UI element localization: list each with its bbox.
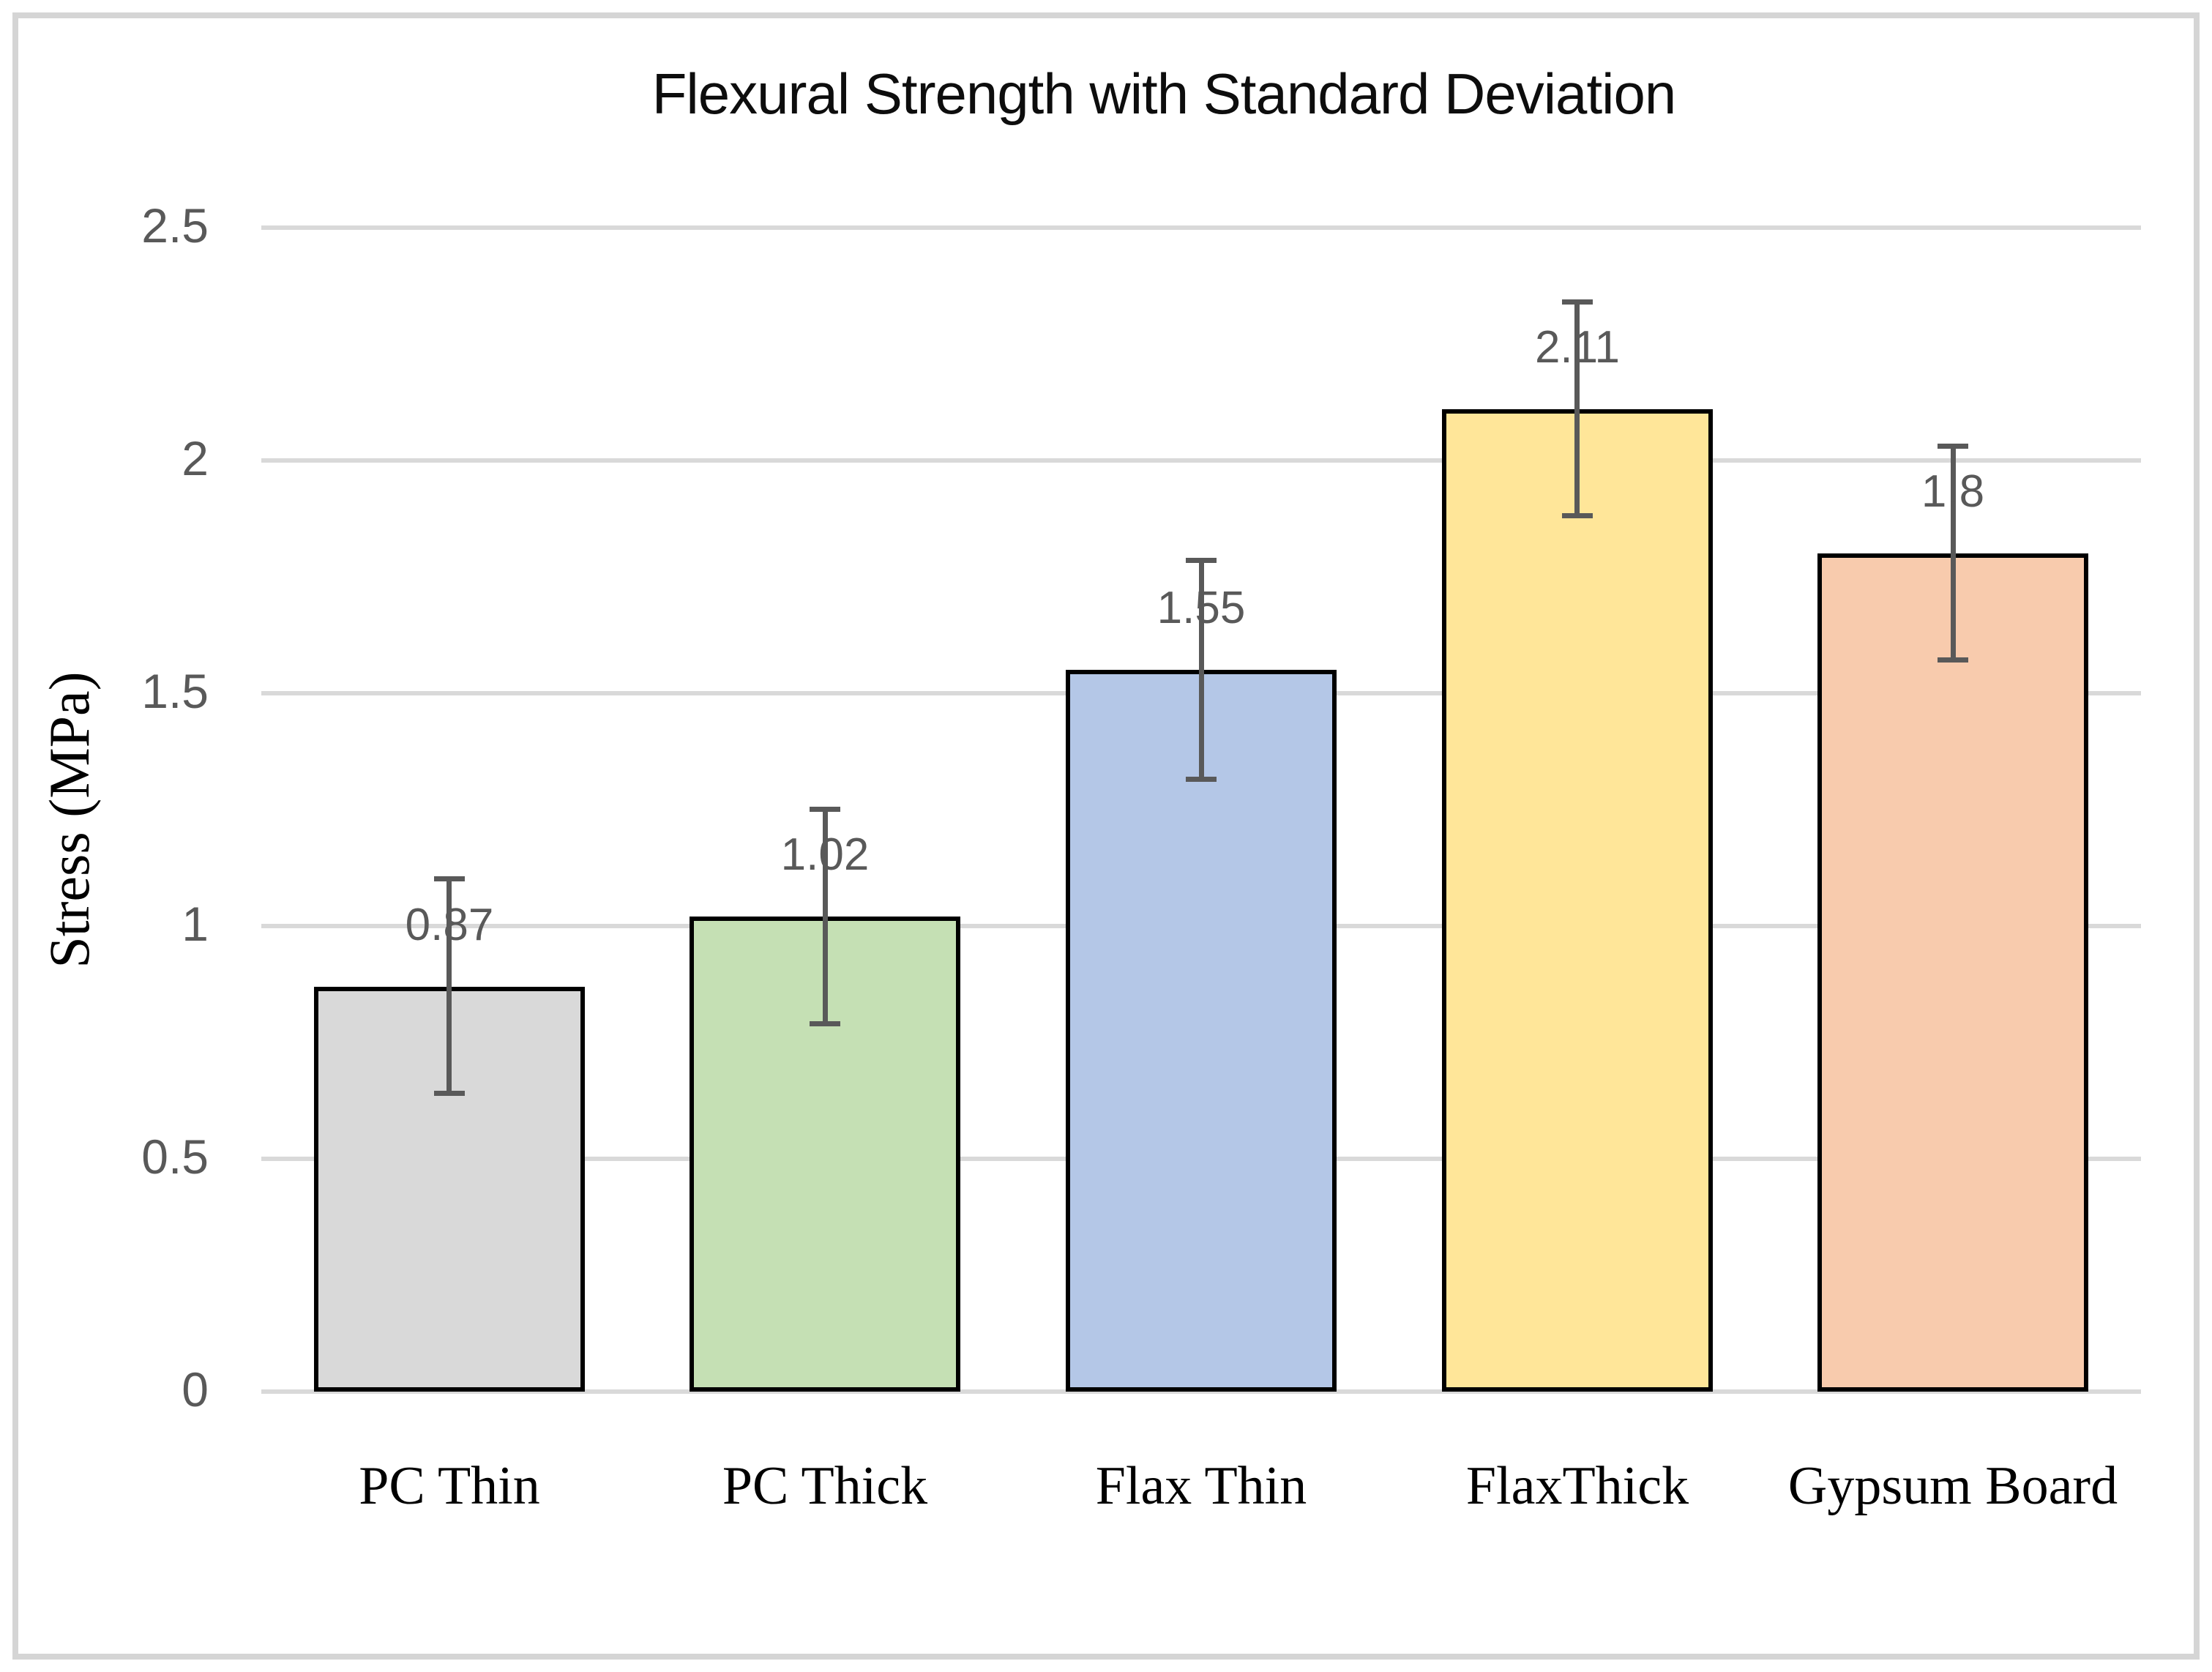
error-bar-cap-top	[1562, 299, 1593, 305]
data-label-gypsum-board: 1.8	[1921, 466, 1985, 517]
error-bar-line	[446, 879, 452, 1094]
data-label-pc-thin: 0.87	[405, 900, 494, 950]
chart-outer-border	[12, 12, 2200, 1660]
gridline-2.5	[261, 225, 2141, 230]
error-bar-cap-top	[1186, 558, 1217, 563]
data-label-flaxthick: 2.11	[1534, 322, 1621, 373]
error-bar-cap-bottom	[1938, 657, 1968, 663]
y-tick-label: 0.5	[141, 1130, 209, 1184]
error-bar-cap-bottom	[434, 1091, 465, 1096]
error-bar-cap-top	[1938, 444, 1968, 449]
error-bar-cap-bottom	[1562, 513, 1593, 518]
data-label-pc-thick: 1.02	[780, 829, 870, 880]
error-bar-cap-bottom	[1186, 777, 1217, 782]
error-bar-line	[1199, 561, 1204, 780]
gridline-2	[261, 458, 2141, 463]
bar-gypsum-board	[1817, 553, 2088, 1392]
error-bar-line	[823, 810, 828, 1024]
x-category-label-gypsum-board: Gypsum Board	[1787, 1456, 2118, 1516]
x-category-label-flax-thin: Flax Thin	[1095, 1456, 1307, 1516]
error-bar-cap-top	[810, 807, 840, 812]
y-tick-label: 0	[182, 1362, 209, 1417]
data-label-flax-thin: 1.55	[1157, 583, 1246, 633]
bar-flaxthick	[1442, 409, 1713, 1392]
error-bar-cap-bottom	[810, 1021, 840, 1026]
x-category-label-flaxthick: FlaxThick	[1465, 1456, 1689, 1516]
error-bar-line	[1574, 302, 1580, 516]
chart-title: Flexural Strength with Standard Deviatio…	[651, 61, 1676, 126]
y-tick-label: 1	[182, 897, 209, 951]
y-tick-label: 1.5	[141, 664, 209, 718]
x-category-label-pc-thick: PC Thick	[722, 1456, 928, 1516]
y-tick-label: 2	[182, 431, 209, 485]
gridline-0	[261, 1389, 2141, 1394]
y-tick-label: 2.5	[141, 198, 209, 253]
error-bar-cap-top	[434, 876, 465, 881]
bar-flax-thin	[1066, 670, 1337, 1392]
y-axis-title: Stress (MPa)	[37, 671, 101, 969]
x-category-label-pc-thin: PC Thin	[359, 1456, 540, 1516]
error-bar-line	[1951, 447, 1956, 660]
